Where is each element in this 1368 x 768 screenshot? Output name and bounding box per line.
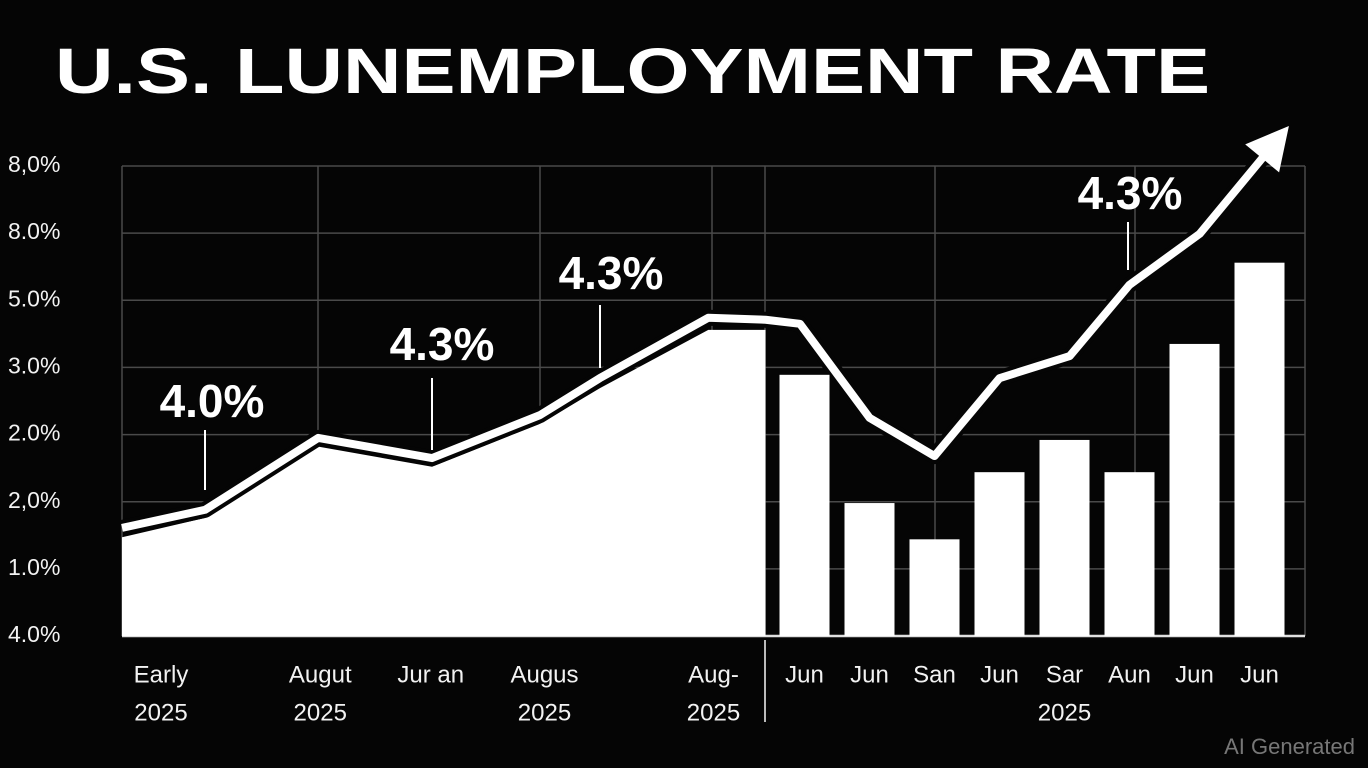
- x-year-label: 2025: [294, 699, 347, 726]
- x-tick-label: Aun: [1108, 661, 1151, 688]
- x-tick-label: San: [913, 661, 956, 688]
- x-tick-label: Aug-: [688, 661, 739, 688]
- x-year-label: 2025: [687, 699, 740, 726]
- bar: [779, 374, 830, 636]
- bar: [1039, 439, 1090, 636]
- x-year-label: 2025: [518, 699, 571, 726]
- y-tick-label: 2,0%: [8, 487, 60, 513]
- x-tick-label: Sar: [1046, 661, 1083, 688]
- y-tick-label: 8.0%: [8, 218, 60, 244]
- arrow-head: [1245, 125, 1289, 173]
- x-tick-label: Jun: [850, 661, 889, 688]
- bar: [844, 503, 895, 636]
- area: [122, 329, 766, 636]
- x-tick-label: Augut: [289, 661, 352, 688]
- watermark: AI Generated: [1224, 734, 1355, 759]
- bar: [909, 539, 960, 636]
- annotation: 4.3%: [559, 247, 664, 299]
- chart-title: U.S. LUNEMPLOYMENT RATE: [55, 35, 1210, 107]
- x-tick-label: Early: [134, 661, 189, 688]
- x-tick-label: Jun: [1175, 661, 1214, 688]
- y-tick-label: 8,0%: [8, 151, 60, 177]
- bar: [1234, 262, 1285, 636]
- annotation: 4.3%: [1078, 167, 1183, 219]
- x-year-label: 2025: [1038, 699, 1091, 726]
- y-tick-label: 2.0%: [8, 420, 60, 446]
- x-tick-label: Augus: [510, 661, 578, 688]
- bar: [1104, 472, 1155, 636]
- bar: [1169, 343, 1220, 636]
- y-tick-label: 1.0%: [8, 554, 60, 580]
- x-tick-label: Jun: [980, 661, 1019, 688]
- y-tick-label: 3.0%: [8, 353, 60, 379]
- line: [121, 152, 1268, 532]
- annotation: 4.3%: [390, 318, 495, 370]
- annotation: 4.0%: [160, 375, 265, 427]
- y-tick-label: 5.0%: [8, 285, 60, 311]
- x-tick-label: Jun: [1240, 661, 1279, 688]
- y-tick-label: 4.0%: [8, 621, 60, 647]
- x-tick-label: Jur an: [397, 661, 464, 688]
- x-year-label: 2025: [134, 699, 187, 726]
- bar: [974, 472, 1025, 636]
- x-tick-label: Jun: [785, 661, 824, 688]
